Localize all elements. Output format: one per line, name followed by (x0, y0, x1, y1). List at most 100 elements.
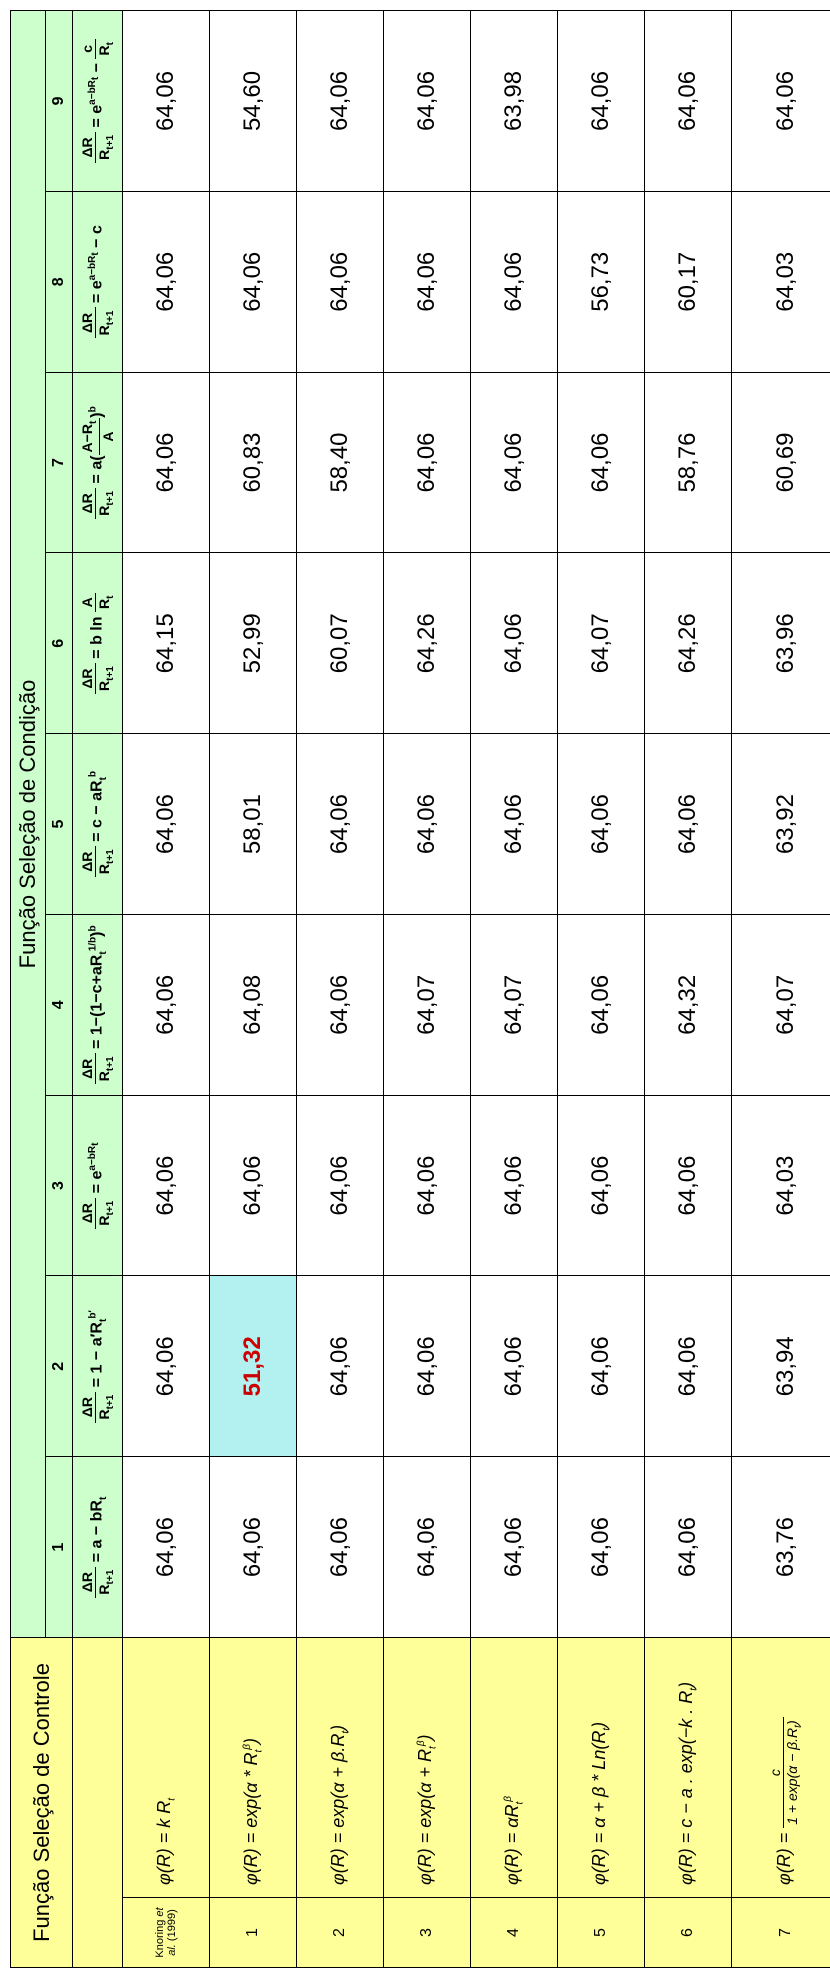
condition-col-num-1: 1 (46, 1457, 73, 1638)
table-row: 2φ(R) = exp(α + β.Rt)64,0664,0664,0664,0… (296, 11, 383, 1968)
table-row: 3φ(R) = exp(α + Rtβ)64,0664,0664,0664,07… (383, 11, 470, 1968)
data-cell: 64,06 (645, 1276, 732, 1457)
data-cell: 60,07 (296, 553, 383, 734)
data-cell: 64,06 (471, 191, 558, 372)
data-cell: 64,06 (122, 1095, 209, 1276)
data-cell: 64,32 (645, 914, 732, 1095)
data-cell: 51,32 (209, 1276, 296, 1457)
data-cell: 64,06 (122, 1457, 209, 1638)
condition-col-num-4: 4 (46, 914, 73, 1095)
condition-col-formula-3: ΔRRt+1 = ea−bRt (73, 1095, 123, 1276)
control-row-formula-4: φ(R) = αRtβ (471, 1637, 558, 1897)
condition-col-formula-9: ΔRRt+1 = ea−bRt − cRt (73, 11, 123, 192)
condition-col-num-7: 7 (46, 372, 73, 553)
data-cell: 64,26 (383, 553, 470, 734)
condition-col-num-8: 8 (46, 191, 73, 372)
control-row-label-5: 5 (558, 1898, 645, 1968)
data-cell: 64,06 (383, 11, 470, 192)
condition-col-num-5: 5 (46, 734, 73, 915)
data-cell: 63,96 (732, 553, 830, 734)
data-cell: 64,06 (383, 1276, 470, 1457)
data-cell: 64,06 (558, 1457, 645, 1638)
control-row-label-6: 6 (645, 1898, 732, 1968)
data-cell: 64,06 (122, 372, 209, 553)
table-row: 7φ(R) = c1 + exp(α − β.Rt)63,7663,9464,0… (732, 11, 830, 1968)
control-row-label-0: Knoring et al. (1999) (122, 1898, 209, 1968)
control-row-formula-2: φ(R) = exp(α + β.Rt) (296, 1637, 383, 1897)
data-cell: 56,73 (558, 191, 645, 372)
control-row-formula-6: φ(R) = c − a . exp(−k . Rt) (645, 1637, 732, 1897)
data-cell: 54,60 (209, 11, 296, 192)
header-condition: Função Seleção de Condição (11, 11, 46, 1638)
control-row-label-1: 1 (209, 1898, 296, 1968)
data-cell: 64,08 (209, 914, 296, 1095)
data-cell: 63,92 (732, 734, 830, 915)
condition-col-formula-2: ΔRRt+1 = 1 − a′Rtb′ (73, 1276, 123, 1457)
data-cell: 64,06 (558, 1095, 645, 1276)
header-control: Função Seleção de Controle (11, 1637, 73, 1967)
data-cell: 64,03 (732, 191, 830, 372)
data-cell: 64,07 (471, 914, 558, 1095)
data-cell: 64,06 (122, 191, 209, 372)
data-cell: 64,07 (383, 914, 470, 1095)
control-row-formula-1: φ(R) = exp(α * Rtβ) (209, 1637, 296, 1897)
data-cell: 64,06 (471, 553, 558, 734)
data-cell: 64,06 (558, 914, 645, 1095)
data-cell: 63,98 (471, 11, 558, 192)
data-cell: 58,01 (209, 734, 296, 915)
condition-col-formula-8: ΔRRt+1 = ea−bRt − c (73, 191, 123, 372)
control-row-label-3: 3 (383, 1898, 470, 1968)
condition-col-formula-4: ΔRRt+1 = 1−(1−c+aRt1/b)b (73, 914, 123, 1095)
data-cell: 64,06 (558, 372, 645, 553)
data-cell: 64,06 (471, 734, 558, 915)
results-table: Função Seleção de Controle Função Seleçã… (10, 10, 830, 1968)
data-cell: 64,06 (122, 1276, 209, 1457)
table-row: Knoring et al. (1999)φ(R) = k Rt64,0664,… (122, 11, 209, 1968)
data-cell: 64,06 (383, 372, 470, 553)
data-cell: 64,07 (558, 553, 645, 734)
data-cell: 64,06 (296, 11, 383, 192)
control-row-label-4: 4 (471, 1898, 558, 1968)
data-cell: 64,06 (296, 191, 383, 372)
data-cell: 64,06 (209, 1457, 296, 1638)
data-cell: 58,76 (645, 372, 732, 553)
condition-col-formula-1: ΔRRt+1 = a − bRt (73, 1457, 123, 1638)
control-row-label-7: 7 (732, 1898, 830, 1968)
data-cell: 64,06 (558, 11, 645, 192)
data-cell: 64,06 (645, 1457, 732, 1638)
data-cell: 60,83 (209, 372, 296, 553)
data-cell: 64,06 (471, 1457, 558, 1638)
data-cell: 64,06 (732, 11, 830, 192)
data-cell: 64,06 (122, 734, 209, 915)
condition-col-num-9: 9 (46, 11, 73, 192)
condition-col-num-3: 3 (46, 1095, 73, 1276)
data-cell: 64,06 (296, 1276, 383, 1457)
data-cell: 64,06 (296, 734, 383, 915)
data-cell: 64,06 (558, 734, 645, 915)
condition-col-formula-7: ΔRRt+1 = a(A−RtA)b (73, 372, 123, 553)
data-cell: 64,06 (558, 1276, 645, 1457)
condition-col-formula-6: ΔRRt+1 = b ln ARt (73, 553, 123, 734)
data-cell: 64,15 (122, 553, 209, 734)
control-row-formula-0: φ(R) = k Rt (122, 1637, 209, 1897)
condition-col-num-2: 2 (46, 1276, 73, 1457)
control-row-formula-5: φ(R) = α + β * Ln(Rt) (558, 1637, 645, 1897)
condition-col-formula-5: ΔRRt+1 = c − aRtb (73, 734, 123, 915)
control-row-label-2: 2 (296, 1898, 383, 1968)
data-cell: 64,06 (122, 914, 209, 1095)
data-cell: 64,06 (383, 191, 470, 372)
data-cell: 64,06 (645, 734, 732, 915)
header-control-blank (73, 1637, 123, 1967)
data-cell: 60,17 (645, 191, 732, 372)
data-cell: 64,06 (471, 1095, 558, 1276)
table-row: 1φ(R) = exp(α * Rtβ)64,0651,3264,0664,08… (209, 11, 296, 1968)
data-cell: 64,06 (383, 734, 470, 915)
data-cell: 64,06 (471, 372, 558, 553)
data-cell: 64,06 (296, 1095, 383, 1276)
table-row: 5φ(R) = α + β * Ln(Rt)64,0664,0664,0664,… (558, 11, 645, 1968)
data-cell: 58,40 (296, 372, 383, 553)
data-cell: 64,06 (296, 914, 383, 1095)
data-cell: 64,03 (732, 1095, 830, 1276)
data-cell: 63,94 (732, 1276, 830, 1457)
table-row: 4φ(R) = αRtβ64,0664,0664,0664,0764,0664,… (471, 11, 558, 1968)
